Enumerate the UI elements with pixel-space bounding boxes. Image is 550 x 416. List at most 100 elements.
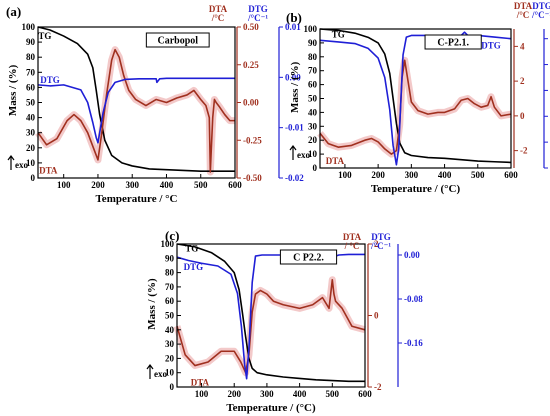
y-tick-label: 100 [304,24,318,34]
dta-curve [37,48,235,173]
dtg-tick-label: 0.00 [285,72,301,82]
x-axis-label: Temperature / °C [95,193,177,205]
panel-label: (b) [286,10,302,25]
y-tick-label: 50 [26,98,36,108]
y-tick-label: 30 [26,128,36,138]
dtg-tick-label: 0.01 [285,22,301,32]
y-tick-label: 30 [308,121,318,131]
y-tick-label: 80 [26,52,36,62]
dta-label: DTA [39,165,58,175]
dtg-curve [319,31,512,166]
dta-unit: / °C [344,241,360,251]
x-tick-label: 500 [471,170,485,180]
sample-box [145,32,210,48]
dta-tick-label: 0.25 [243,60,259,70]
y-tick-label: 80 [165,268,175,278]
dtg-unit: /°C⁻¹ [531,10,550,20]
y-axis-label: Mass / (%) [146,278,158,330]
tg-label: TG [185,243,198,253]
y-tick-label: 50 [308,94,318,104]
dtg-label: DTG [40,75,60,85]
y-tick-label: 10 [165,368,175,378]
x-tick-label: 100 [195,389,209,399]
dta-tick-label: -0.50 [243,173,262,183]
tg-label: TG [332,30,345,40]
y-tick-label: 90 [165,253,175,263]
dta-label: DTA [326,156,345,166]
y-tick-label: 40 [26,113,36,123]
y-axis-label: Mass / (%) [289,61,301,113]
y-axis-label: Mass / (%) [7,64,19,116]
dtg-unit: /°C⁻¹ [247,13,268,23]
dta-unit: /°C [211,13,225,23]
dta-tick-label: 0.00 [243,98,259,108]
x-tick-label: 200 [227,389,241,399]
dtg-title: DTG [371,232,391,242]
tg-curve [176,243,365,383]
y-tick-label: 40 [165,325,175,335]
y-tick-label: 70 [165,282,175,292]
x-tick-label: 400 [293,389,307,399]
x-tick-label: 600 [358,389,372,399]
dta-curve [176,278,366,374]
y-tick-label: 20 [308,135,318,145]
dtg-tick-label: -0.01 [285,123,304,133]
dta-shading [173,276,366,377]
y-tick-label: 0 [170,382,175,392]
dta-tick-label: 0.50 [243,22,259,32]
dta-tick-label: 2 [374,239,379,249]
y-tick-label: 30 [165,339,175,349]
x-tick-label: 300 [125,180,139,190]
exo-arrowhead [7,155,15,161]
x-tick-label: 100 [57,180,71,190]
x-axis-label: Temperature / (°C) [226,402,316,414]
dtg-tick-label: -0.16 [404,338,423,348]
exo-label: exo [297,150,310,160]
sample-box [424,34,482,50]
panel-3: (c)100 200 300 400 500 6000102030405060708090… [146,228,423,414]
y-tick-label: 10 [26,158,36,168]
y-tick-label: 70 [308,66,318,76]
x-tick-label: 500 [326,389,340,399]
y-tick-label: 60 [26,82,36,92]
y-tick-label: 50 [165,311,175,321]
y-tick-label: 40 [308,107,318,117]
x-tick-label: 200 [371,170,385,180]
dta-tick-label: 2 [520,76,525,86]
dtg-label: DTG [481,41,501,51]
sample-name: C P2.2. [293,253,324,264]
dta-title: DTA [343,232,362,242]
y-tick-label: 70 [26,67,36,77]
panel-label: (c) [165,228,179,243]
y-tick-label: 60 [308,80,318,90]
y-tick-label: 0 [31,173,36,183]
x-tick-label: 600 [228,180,242,190]
x-tick-label: 500 [194,180,208,190]
x-tick-label: 600 [504,170,518,180]
y-tick-label: 100 [22,22,36,32]
dta-title: DTA [209,4,228,14]
dta-tick-label: -2 [374,382,382,392]
dta-tick-label: 4 [520,41,525,51]
y-tick-label: 80 [308,52,318,62]
dtg-curve [37,77,235,144]
panel-2: (b)100 200 300 400 500 6000102030405060708090… [286,1,550,195]
x-tick-label: 200 [91,180,105,190]
dtg-tick-label: -0.02 [285,173,304,183]
dta-tick-label: 0 [520,111,525,121]
dta-shading [35,46,235,176]
x-tick-label: 300 [405,170,419,180]
dtg-tick-label: -0.08 [404,294,423,304]
exo-arrowhead [289,145,297,151]
dtg-title: DTG [532,1,550,11]
x-axis-label: Temperature / (°C) [371,183,461,195]
sample-box [279,249,338,265]
x-tick-label: 100 [338,170,352,180]
panel-label: (a) [6,4,21,19]
y-tick-label: 90 [26,37,36,47]
dta-tick-label: -0.25 [243,135,262,145]
exo-label: exo [15,160,28,170]
dtg-title: DTG [248,4,268,14]
dtg-unit: /°C⁻¹ [370,241,391,251]
